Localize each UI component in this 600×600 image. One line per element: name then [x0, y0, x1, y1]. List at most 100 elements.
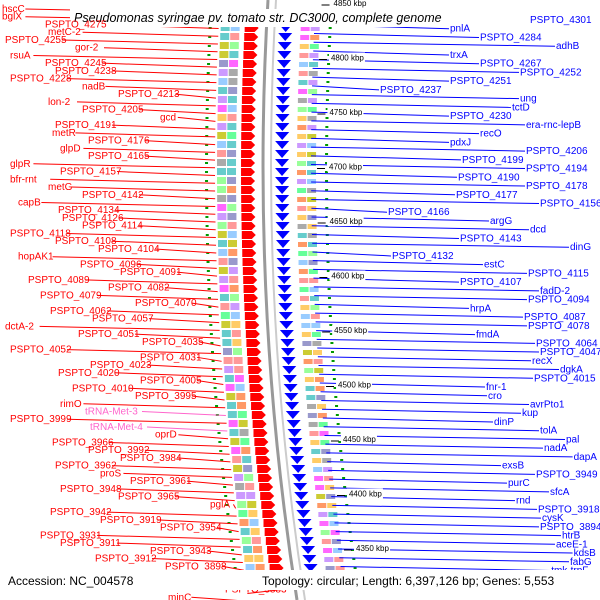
gc-skew-dot — [226, 513, 230, 515]
cog-category-bar — [321, 539, 331, 544]
gc-skew-dot — [206, 252, 210, 254]
left-gene-label: PSPTO_4035 — [142, 337, 204, 348]
right-connector-line — [311, 129, 480, 135]
left-connector-line — [83, 403, 226, 409]
cog-category-bar — [318, 512, 328, 517]
cog-category-bar — [297, 143, 307, 148]
left-gene-label: PSPTO_4213 — [118, 89, 180, 100]
reverse-gene-arrow — [275, 213, 290, 221]
reverse-gene-arrow — [276, 87, 291, 95]
left-connector-line — [108, 441, 229, 447]
left-gene-label: lon-2 — [48, 97, 71, 108]
reverse-gene-arrow — [296, 510, 311, 518]
cog-category-bar — [303, 359, 313, 364]
left-connector-line — [111, 70, 217, 76]
cog-category-bar — [304, 368, 314, 373]
cog-category-bar — [227, 132, 237, 139]
kbp-label-backdrop — [354, 543, 391, 553]
cog-category-bar — [233, 357, 243, 364]
forward-gene-arrow — [241, 213, 256, 221]
right-gene-label: estC — [484, 260, 505, 271]
left-gene-label: PSPTO_3942 — [50, 507, 112, 518]
cog-category-bar — [316, 494, 326, 499]
forward-gene-arrow — [241, 132, 256, 140]
right-gene-label: dcd — [530, 225, 546, 236]
forward-gene-arrow — [243, 285, 258, 293]
right-connector-line — [339, 557, 570, 563]
cog-category-bar — [320, 530, 330, 535]
cog-category-bar — [217, 114, 227, 121]
left-gene-label: metR — [52, 128, 76, 139]
backbone — [261, 0, 306, 600]
forward-gene-arrow — [256, 456, 271, 464]
forward-gene-arrow — [245, 330, 260, 338]
gc-skew-dot — [225, 504, 229, 506]
reverse-gene-arrow — [276, 69, 291, 77]
right-connector-line — [311, 137, 450, 143]
gc-skew-dot — [205, 216, 209, 218]
cog-category-bar — [217, 168, 227, 175]
left-connector-line — [76, 101, 216, 107]
cog-category-bar — [225, 384, 235, 391]
right-connector-line — [312, 251, 392, 257]
reverse-gene-arrow — [282, 375, 297, 383]
right-gene-label: PSPTO_3894 — [540, 522, 600, 533]
cog-category-bar — [317, 413, 327, 418]
cog-category-bar — [297, 215, 307, 220]
right-gene-label: trxA — [450, 50, 468, 61]
left-connector-line — [111, 240, 217, 246]
forward-gene-arrow — [241, 186, 256, 194]
right-connector-line — [336, 539, 556, 545]
left-gene-label: PSPTO_4238 — [55, 66, 117, 77]
gc-skew-dot — [353, 567, 357, 569]
left-connector-line — [33, 163, 216, 169]
cog-category-bar — [227, 159, 237, 166]
cog-category-bar — [217, 222, 227, 229]
gc-skew-dot — [206, 243, 209, 245]
right-gene-label: PSPTO_4132 — [392, 251, 454, 262]
cog-category-bar — [231, 447, 241, 454]
gc-skew-dot — [326, 90, 330, 92]
left-gene-label: PSPTO_4176 — [88, 136, 150, 147]
gc-skew-dot — [205, 108, 209, 110]
cog-category-bar — [307, 152, 317, 157]
left-connector-line — [191, 395, 225, 401]
gc-skew-dot — [329, 324, 333, 326]
forward-gene-arrow — [255, 447, 270, 455]
cog-category-bar — [304, 377, 314, 382]
cog-category-bar — [297, 152, 307, 157]
reverse-gene-arrow — [278, 312, 293, 320]
left-connector-line — [39, 325, 220, 331]
cog-category-bar — [227, 123, 237, 130]
reverse-gene-arrow — [277, 285, 292, 293]
cog-category-bar — [307, 116, 317, 121]
cog-category-bar — [232, 339, 242, 346]
gc-skew-dot — [207, 288, 211, 290]
left-connector-line — [123, 472, 233, 478]
cog-category-bar — [217, 159, 227, 166]
reverse-gene-arrow — [278, 303, 293, 311]
gc-skew-dot — [205, 171, 209, 173]
gc-skew-dot — [229, 540, 233, 542]
gc-skew-dot — [327, 279, 331, 281]
footer-summary: Topology: circular; Length: 6,397,126 bp… — [262, 574, 555, 588]
cog-category-bar — [298, 269, 308, 274]
cog-category-bar — [308, 71, 318, 76]
right-gene-label: kdsB — [574, 548, 597, 559]
cog-category-bar — [321, 449, 331, 454]
cog-category-bar — [298, 251, 308, 256]
gc-skew-dot — [205, 153, 209, 155]
reverse-gene-arrow — [277, 60, 292, 68]
cog-category-bar — [323, 467, 333, 472]
cog-category-bar — [329, 521, 339, 526]
cog-category-bar — [297, 188, 307, 193]
left-connector-line — [75, 132, 216, 138]
cog-category-bar — [308, 422, 318, 427]
cog-category-bar — [307, 215, 317, 220]
gc-skew-dot — [326, 72, 330, 74]
right-connector-line — [340, 566, 551, 572]
gc-skew-dot — [327, 63, 331, 65]
gc-skew-dot — [325, 108, 329, 110]
gc-skew-dot — [207, 54, 211, 56]
